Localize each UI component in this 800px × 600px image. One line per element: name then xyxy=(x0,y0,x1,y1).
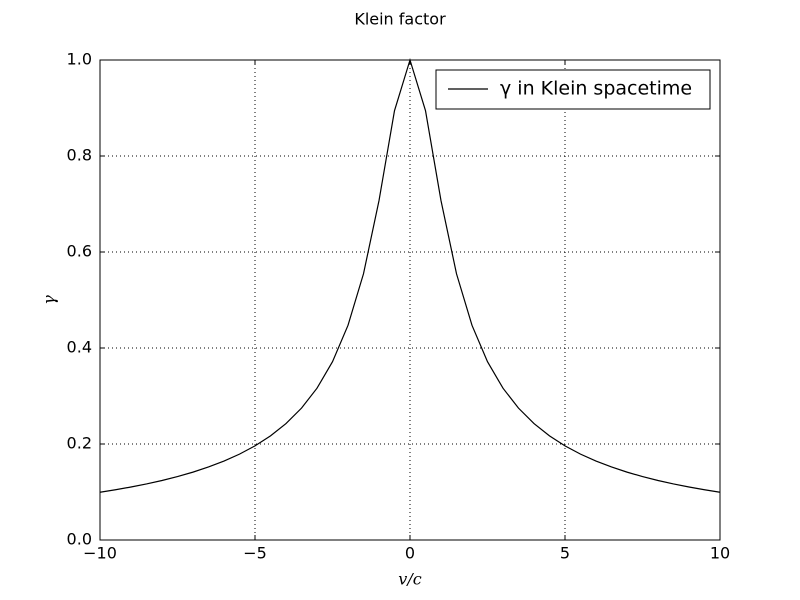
chart-title: Klein factor xyxy=(354,10,446,29)
y-tick-label: 1.0 xyxy=(67,50,92,69)
x-tick-label: 5 xyxy=(560,544,570,563)
y-tick-label: 0.0 xyxy=(67,530,92,549)
x-tick-label: −5 xyxy=(243,544,267,563)
plot-frame xyxy=(99,59,721,541)
y-tick-label: 0.6 xyxy=(67,242,92,261)
x-axis-label: v/c xyxy=(398,570,421,589)
x-tick-label: −10 xyxy=(83,544,117,563)
x-tick-label: 10 xyxy=(710,544,730,563)
legend-label: γ in Klein spacetime xyxy=(500,78,692,100)
y-tick-label: 0.2 xyxy=(67,434,92,453)
y-axis-label: γ xyxy=(40,295,59,305)
x-tick-label: 0 xyxy=(405,544,415,563)
y-tick-label: 0.8 xyxy=(67,146,92,165)
y-tick-label: 0.4 xyxy=(67,338,92,357)
